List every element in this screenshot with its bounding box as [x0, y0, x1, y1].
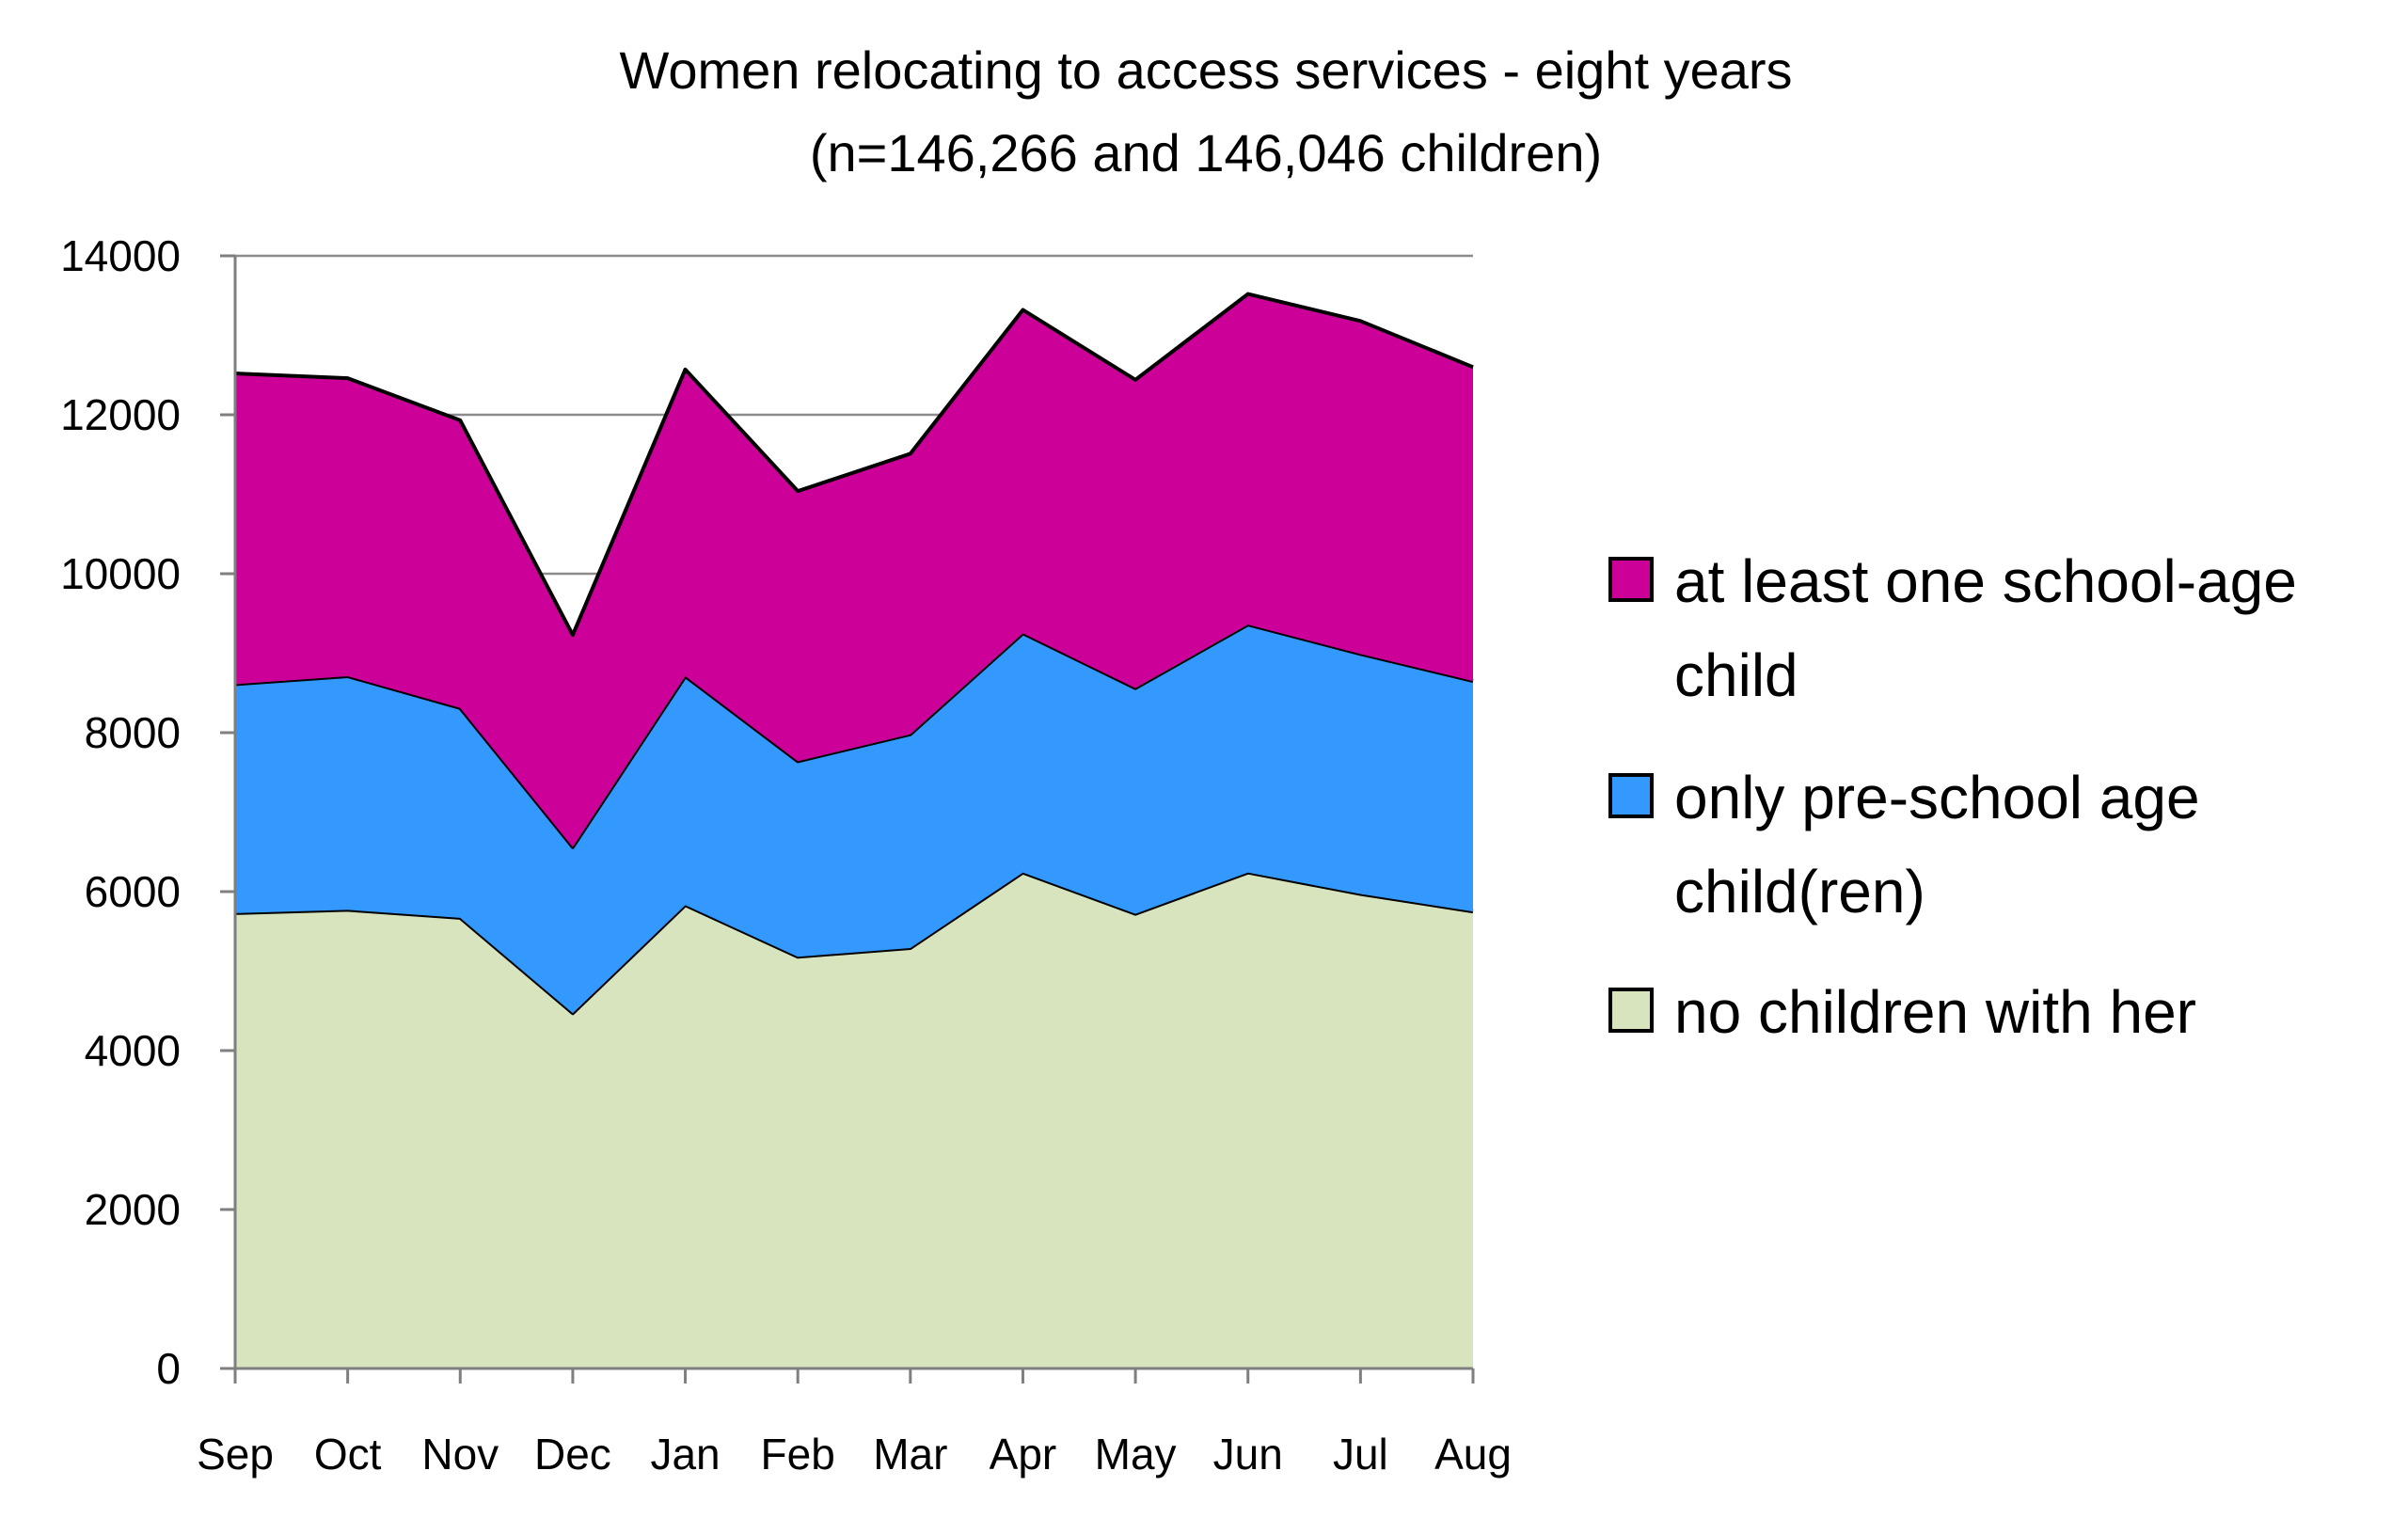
legend-label-1-line-1: child(ren) — [1674, 858, 1925, 925]
area-series-2 — [235, 293, 1473, 847]
area-series — [234, 292, 1474, 1368]
legend-entry-2: no children with her — [1608, 978, 2196, 1046]
x-tick-label-Apr: Apr — [990, 1430, 1057, 1479]
area-series-0 — [235, 872, 1473, 1368]
x-tick-label-Jan: Jan — [650, 1430, 720, 1479]
x-tick-label-Mar: Mar — [873, 1430, 947, 1479]
legend-entry-0: at least one school-age child — [1608, 547, 2297, 709]
x-tick-label-Jul: Jul — [1333, 1430, 1388, 1479]
x-tick-label-Feb: Feb — [761, 1430, 835, 1479]
x-tick-label-Oct: Oct — [314, 1430, 382, 1479]
legend: at least one school-age child only pre-sch… — [1608, 547, 2297, 1046]
legend-label-1-line-0: only pre-school age — [1674, 764, 2200, 831]
y-axis-ticks: 0 2000 4000 6000 8000 10000 12000 14000 — [60, 231, 235, 1393]
y-tick-label-10000: 10000 — [60, 549, 181, 598]
y-tick-label-12000: 12000 — [60, 390, 181, 439]
legend-entry-1: only pre-school age child(ren) — [1608, 764, 2200, 925]
y-tick-label-0: 0 — [156, 1344, 181, 1393]
legend-swatch-1 — [1608, 773, 1654, 818]
axes — [233, 256, 1473, 1370]
legend-label-1: only pre-school age child(ren) — [1674, 764, 2200, 925]
y-tick-label-6000: 6000 — [85, 867, 181, 916]
y-tick-label-4000: 4000 — [85, 1026, 181, 1075]
legend-swatch-2 — [1608, 988, 1654, 1033]
x-tick-label-Dec: Dec — [534, 1430, 611, 1479]
legend-label-0-line-1: child — [1674, 641, 1798, 709]
area-series-2-outline — [234, 292, 1474, 638]
legend-swatch-0 — [1608, 557, 1654, 602]
chart-title: Women relocating to access services - ei… — [619, 40, 1792, 100]
legend-label-2-line-0: no children with her — [1674, 978, 2196, 1046]
chart-subtitle: (n=146,266 and 146,046 children) — [810, 123, 1602, 182]
x-tick-label-Sep: Sep — [197, 1430, 274, 1479]
x-tick-label-Jun: Jun — [1213, 1430, 1283, 1479]
legend-label-0: at least one school-age child — [1674, 547, 2297, 709]
y-tick-label-8000: 8000 — [85, 708, 181, 757]
x-tick-label-Nov: Nov — [421, 1430, 499, 1479]
area-series-1 — [235, 625, 1473, 1014]
legend-label-0-line-0: at least one school-age — [1674, 547, 2297, 615]
x-axis-ticks: Sep Oct Nov Dec Jan Feb Mar Apr May Jun Jul Aug — [197, 1368, 1512, 1479]
x-tick-label-Aug: Aug — [1434, 1430, 1512, 1479]
x-tick-label-May: May — [1095, 1430, 1177, 1479]
legend-label-2: no children with her — [1674, 978, 2196, 1046]
y-tick-label-14000: 14000 — [60, 231, 181, 280]
y-tick-label-2000: 2000 — [85, 1185, 181, 1234]
